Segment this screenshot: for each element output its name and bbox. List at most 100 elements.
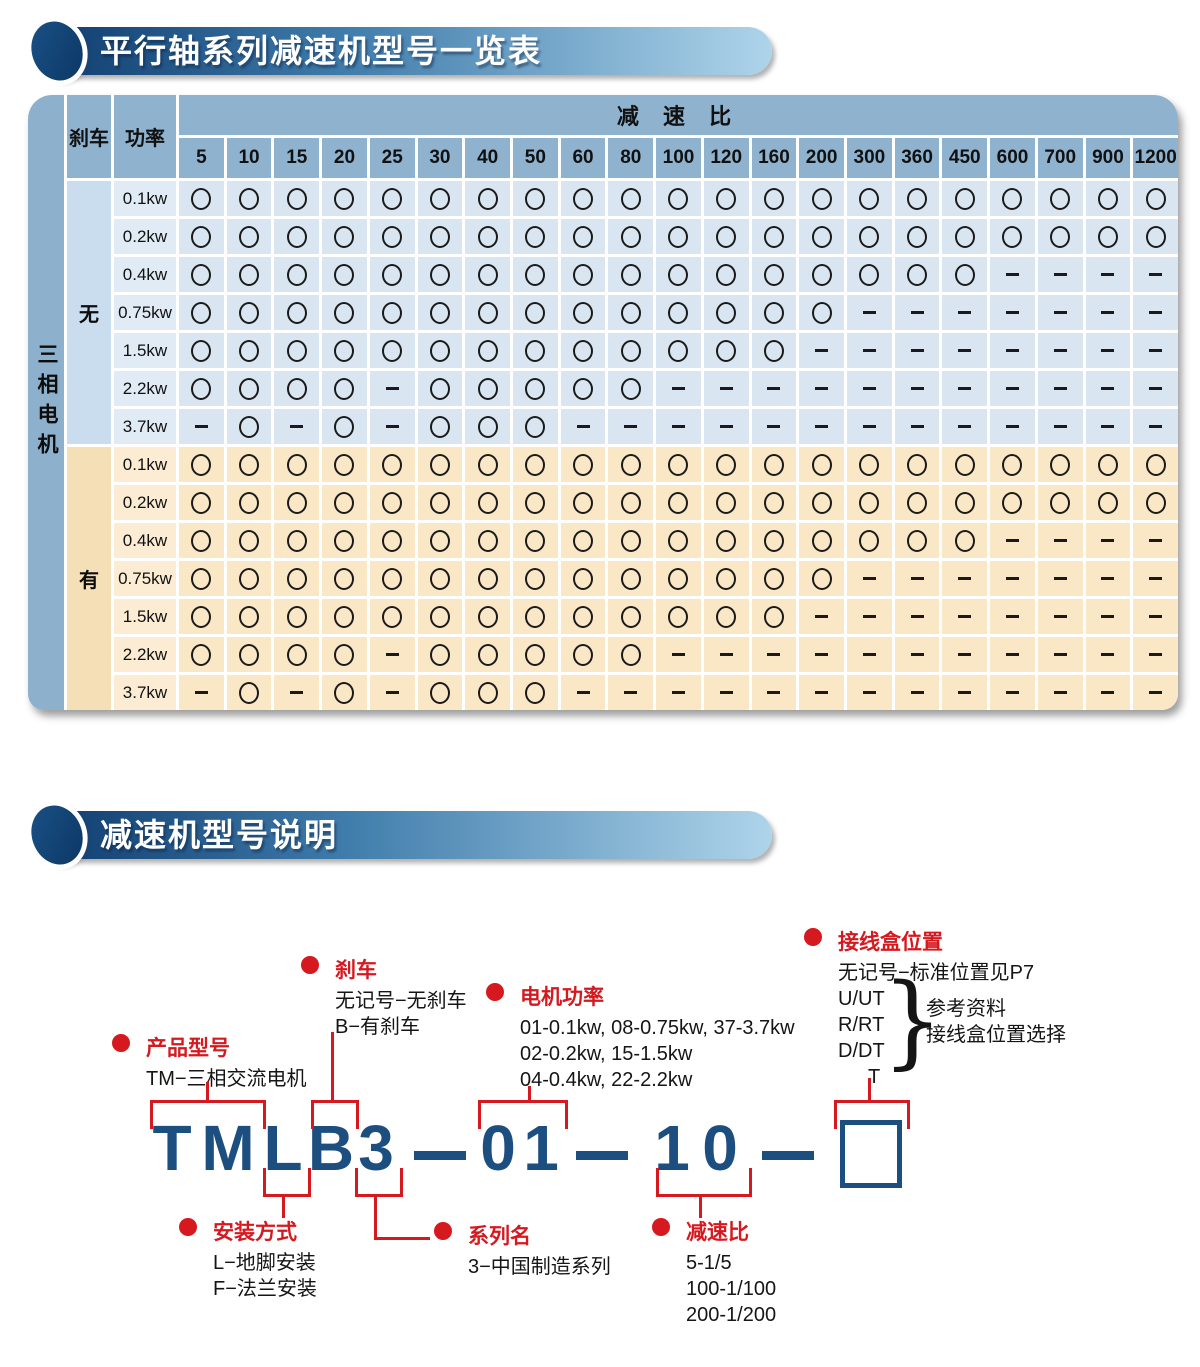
unavailable-dash-mark: [671, 691, 685, 694]
availability-cell: [799, 675, 844, 710]
available-circle-mark: [573, 339, 594, 362]
availability-cell: [560, 637, 606, 672]
available-circle-mark: [763, 491, 784, 514]
availability-cell: [226, 675, 272, 710]
available-circle-mark: [239, 225, 260, 248]
junction-brace-note: 参考资料: [926, 998, 1006, 1020]
availability-cell: [990, 447, 1035, 482]
availability-cell: [751, 561, 797, 596]
available-circle-mark: [859, 225, 880, 248]
unavailable-dash-mark: [1053, 577, 1067, 580]
anno-mounting-label: 安装方式: [213, 1221, 297, 1244]
unavailable-dash-mark: [1149, 653, 1163, 656]
available-circle-mark: [716, 453, 737, 476]
available-circle-mark: [191, 263, 212, 286]
availability-cell: [417, 219, 463, 254]
availability-cell: [656, 219, 701, 254]
available-circle-mark: [429, 415, 450, 438]
availability-cell: [465, 371, 510, 406]
available-circle-mark: [620, 187, 641, 210]
availability-cell: [465, 333, 510, 368]
available-circle-mark: [620, 339, 641, 362]
available-circle-mark: [859, 187, 880, 210]
unavailable-dash-mark: [910, 311, 924, 314]
availability-cell: [1085, 409, 1131, 444]
unavailable-dash-mark: [1149, 615, 1163, 618]
availability-cell: [942, 599, 988, 634]
availability-cell: [560, 219, 606, 254]
unavailable-dash-mark: [671, 425, 685, 428]
bracket-over-box: [834, 1100, 910, 1129]
available-circle-mark: [668, 339, 689, 362]
availability-cell: [847, 371, 892, 406]
unavailable-dash-mark: [1101, 311, 1115, 314]
ratio-col-header-10: 10: [226, 138, 272, 178]
availability-cell: [274, 295, 320, 330]
availability-cell: [417, 333, 463, 368]
anno-series-label: 系列名: [468, 1225, 531, 1248]
unavailable-dash-mark: [910, 577, 924, 580]
connector-series-h: [374, 1237, 430, 1240]
availability-cell: [751, 333, 797, 368]
available-circle-mark: [239, 453, 260, 476]
available-circle-mark: [763, 529, 784, 552]
availability-cell: [1037, 219, 1083, 254]
available-circle-mark: [668, 529, 689, 552]
unavailable-dash-mark: [910, 615, 924, 618]
available-circle-mark: [191, 643, 212, 666]
available-circle-mark: [525, 605, 546, 628]
unavailable-dash-mark: [1101, 273, 1115, 276]
bracket-under-10: [656, 1168, 752, 1197]
unavailable-dash-mark: [815, 387, 829, 390]
available-circle-mark: [620, 377, 641, 400]
model-char-1b: 1: [654, 1112, 690, 1184]
available-circle-mark: [668, 567, 689, 590]
availability-cell: [608, 333, 654, 368]
availability-cell: [847, 447, 892, 482]
available-circle-mark: [239, 643, 260, 666]
availability-cell: [656, 675, 701, 710]
unavailable-dash-mark: [862, 615, 876, 618]
availability-cell: [1085, 219, 1131, 254]
availability-cell: [847, 219, 892, 254]
availability-cell: [465, 561, 510, 596]
ratio-col-header-1200: 1200: [1133, 138, 1178, 178]
power-label: 0.1kw: [114, 447, 176, 482]
availability-cell: [942, 333, 988, 368]
availability-cell: [703, 295, 749, 330]
available-circle-mark: [334, 263, 355, 286]
availability-cell: [751, 485, 797, 520]
ratio-col-header-60: 60: [560, 138, 606, 178]
availability-cell: [990, 181, 1035, 216]
availability-cell: [1133, 675, 1178, 710]
availability-cell: [513, 599, 558, 634]
available-circle-mark: [573, 187, 594, 210]
availability-cell: [179, 561, 224, 596]
unavailable-dash-mark: [1101, 387, 1115, 390]
availability-cell: [1037, 523, 1083, 558]
ratio-col-header-360: 360: [894, 138, 940, 178]
power-label: 0.75kw: [114, 295, 176, 330]
availability-cell: [1085, 675, 1131, 710]
unavailable-dash-mark: [862, 653, 876, 656]
availability-cell: [513, 219, 558, 254]
availability-cell: [226, 333, 272, 368]
availability-cell: [226, 371, 272, 406]
availability-cell: [369, 219, 415, 254]
unavailable-dash-mark: [1053, 387, 1067, 390]
unavailable-dash-mark: [862, 577, 876, 580]
availability-cell: [274, 181, 320, 216]
unavailable-dash-mark: [1005, 653, 1019, 656]
available-circle-mark: [429, 567, 450, 590]
available-circle-mark: [668, 301, 689, 324]
unavailable-dash-mark: [1149, 273, 1163, 276]
availability-cell: [608, 257, 654, 292]
availability-cell: [703, 409, 749, 444]
available-circle-mark: [954, 263, 975, 286]
availability-cell: [942, 447, 988, 482]
availability-cell: [799, 409, 844, 444]
power-label: 0.2kw: [114, 219, 176, 254]
available-circle-mark: [525, 567, 546, 590]
ratio-col-header-700: 700: [1037, 138, 1083, 178]
unavailable-dash-mark: [958, 425, 972, 428]
